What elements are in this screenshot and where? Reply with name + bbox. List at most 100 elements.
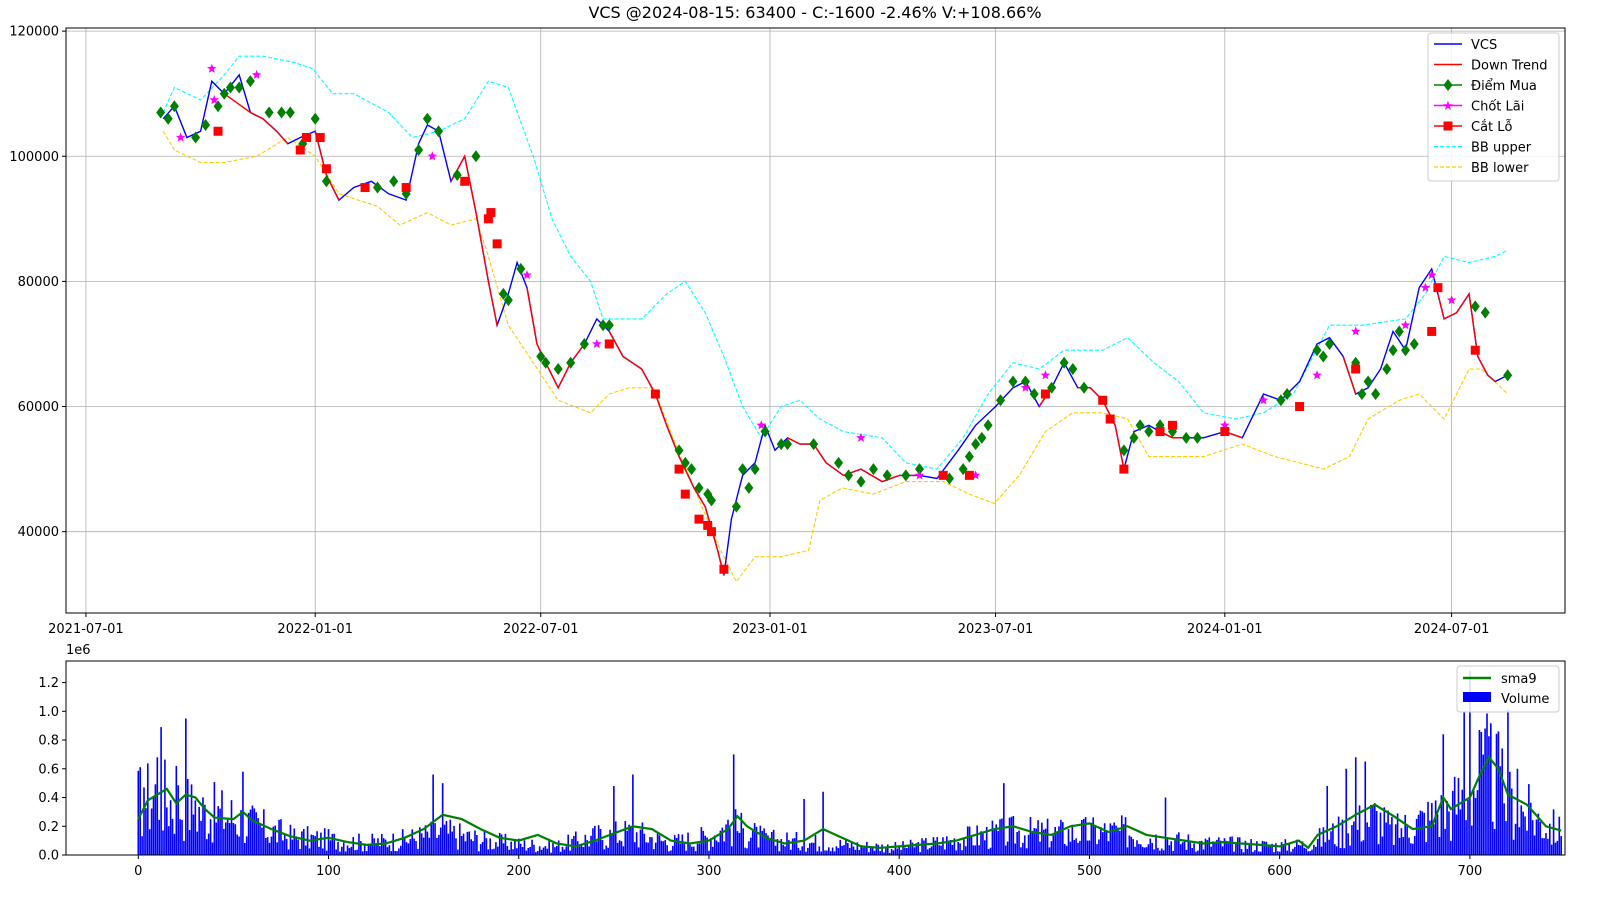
volume-bar <box>263 809 265 855</box>
volume-bar <box>1339 848 1342 855</box>
volume-bar <box>481 842 484 855</box>
take-profit-marker <box>756 420 767 430</box>
buy-marker <box>156 106 166 119</box>
volume-bar <box>964 846 967 855</box>
volume-bar <box>536 850 539 855</box>
stop-loss-marker <box>360 183 370 193</box>
volume-bar <box>1101 832 1104 855</box>
volume-bar <box>320 832 322 855</box>
volume-bar <box>654 842 657 855</box>
take-profit-marker <box>592 339 602 348</box>
volume-bar <box>1138 843 1140 855</box>
volume-bar <box>856 842 859 855</box>
volume-bar <box>1385 822 1387 855</box>
buy-marker <box>1312 344 1322 357</box>
volume-bar <box>1056 832 1058 855</box>
volume-bar <box>384 839 387 855</box>
price-xtick-label: 2022-07-01 <box>503 622 579 637</box>
legend-take-profit: Chốt Lãi <box>1471 100 1524 115</box>
volume-bar <box>1290 851 1292 855</box>
buy-marker <box>983 419 993 432</box>
volume-bar <box>546 848 549 855</box>
volume-bar <box>750 837 752 855</box>
volume-bar <box>441 783 444 855</box>
volume-bar <box>1257 851 1260 855</box>
volume-bar <box>304 845 307 855</box>
price-xtick-label: 2024-01-01 <box>1187 622 1263 637</box>
volume-bar <box>757 847 760 855</box>
volume-bar <box>692 846 695 855</box>
volume-bar <box>1278 851 1281 855</box>
volume-ytick-label: 0.0 <box>38 849 59 864</box>
volume-bar <box>985 826 988 855</box>
volume-bar <box>1198 840 1201 855</box>
volume-bar <box>200 820 202 855</box>
volume-bar <box>805 851 807 855</box>
stop-loss-marker <box>604 339 614 349</box>
buy-marker <box>971 438 981 451</box>
legend-buy: Điểm Mua <box>1471 79 1537 94</box>
volume-bar <box>892 850 895 855</box>
volume-bar <box>1079 840 1081 855</box>
volume-bar <box>759 825 762 855</box>
volume-bar <box>487 849 490 855</box>
buy-marker <box>750 463 760 476</box>
volume-bar <box>1398 837 1401 855</box>
volume-bar <box>1533 835 1536 855</box>
volume-bar <box>1033 828 1036 855</box>
volume-bar <box>801 846 803 855</box>
buy-marker <box>760 425 770 438</box>
volume-bar <box>894 842 897 855</box>
volume-bar <box>1358 805 1361 855</box>
volume-bar <box>1354 757 1357 855</box>
volume-bar <box>1347 833 1349 855</box>
volume-bar <box>280 819 282 855</box>
volume-bar <box>738 832 741 855</box>
volume-bar <box>1524 816 1526 855</box>
volume-bar <box>907 846 910 855</box>
volume-xtick-label: 500 <box>1077 864 1102 879</box>
volume-bar <box>1223 838 1226 855</box>
volume-bar <box>1170 841 1173 855</box>
volume-bar <box>1166 839 1169 855</box>
volume-bars <box>137 671 1563 855</box>
volume-bar <box>622 846 625 855</box>
volume-bar <box>852 846 855 855</box>
volume-bar <box>1309 851 1311 855</box>
volume-bar <box>164 759 166 855</box>
volume-bar <box>1153 849 1155 855</box>
volume-bar <box>451 831 453 855</box>
volume-bar <box>1269 845 1271 855</box>
volume-bar <box>1041 822 1043 855</box>
volume-bar <box>1018 830 1020 855</box>
volume-bar <box>1155 834 1157 855</box>
buy-marker <box>744 481 754 494</box>
volume-bar <box>148 829 151 855</box>
legend-bb-upper: BB upper <box>1471 141 1532 156</box>
volume-bar <box>1004 845 1007 855</box>
volume-bar <box>710 838 712 855</box>
volume-bar <box>245 836 248 855</box>
volume-bar <box>928 848 931 855</box>
volume-bar <box>196 831 199 855</box>
volume-bar <box>1522 811 1524 855</box>
volume-bar <box>1379 812 1382 855</box>
volume-xtick-label: 400 <box>887 864 912 879</box>
volume-bar <box>1113 822 1115 855</box>
volume-xtick-label: 300 <box>697 864 722 879</box>
volume-bar <box>1031 832 1034 855</box>
volume-bar <box>205 839 208 855</box>
volume-bar <box>1098 839 1100 855</box>
volume-bar <box>1259 851 1262 855</box>
buy-marker <box>516 262 526 275</box>
volume-bar <box>955 850 958 855</box>
volume-bar <box>333 833 336 855</box>
volume-bar <box>1130 836 1133 855</box>
volume-bar <box>1086 840 1089 855</box>
volume-bar <box>204 804 206 855</box>
volume-bar <box>1164 797 1167 855</box>
volume-bar <box>569 850 571 855</box>
buy-marker <box>503 294 513 307</box>
buy-marker <box>1357 388 1367 401</box>
volume-bar <box>346 845 349 855</box>
